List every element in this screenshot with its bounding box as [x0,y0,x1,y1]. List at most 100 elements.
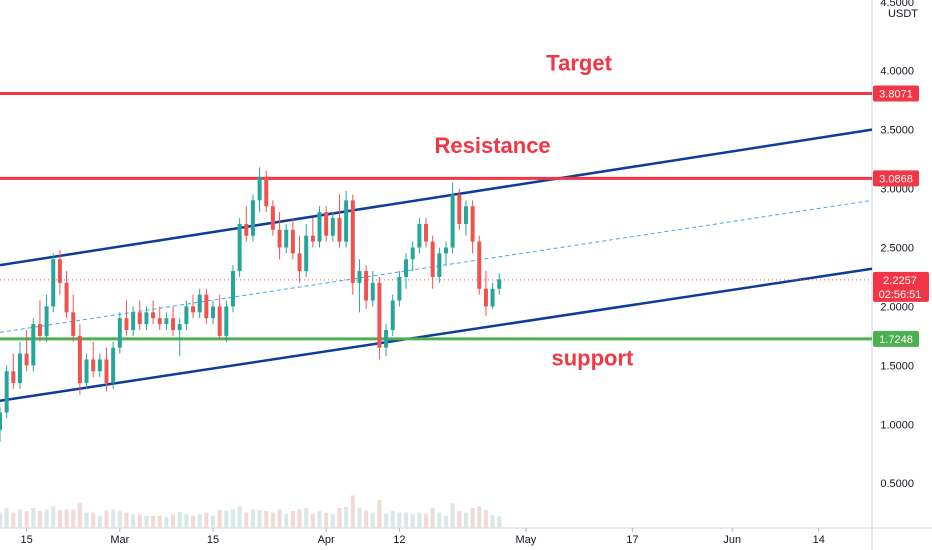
candle-body-41 [270,206,275,230]
volume-bar-68 [450,503,455,528]
volume-bar-11 [71,509,76,528]
y-tick-label: 4.0000 [880,66,914,78]
volume-bar-29 [191,515,196,528]
y-tick-label: 1.5000 [880,360,914,372]
volume-bar-52 [344,507,349,528]
price-axis: USDT 0.5000 1.0000 1.5000 2.0000 2.5000 3.000… [880,0,918,490]
candle-body-29 [191,306,196,313]
volume-bar-12 [77,503,82,528]
volume-bar-57 [377,500,382,528]
candle-body-53 [350,200,355,283]
volume-bar-54 [357,507,362,528]
volume-bar-63 [417,512,422,528]
candle-body-1 [4,371,9,413]
volume-bar-19 [124,512,129,528]
volume-bar-35 [230,509,235,528]
volume-bar-9 [57,510,62,528]
candle-body-46 [304,235,309,272]
last-price-label: 2.2257 [883,275,917,287]
candle-body-8 [51,259,56,307]
volume-bar-28 [184,514,189,528]
volume-bar-74 [490,515,495,528]
channel-lower-line [0,267,873,402]
price-badges: 3.8071 3.0868 1.7248 2.2257 02:56:51 [873,85,929,347]
candle-body-68 [450,194,455,248]
candle-body-18 [117,318,122,348]
candle-body-5 [31,324,36,366]
volume-bar-60 [397,512,402,528]
volume-bar-13 [84,512,89,528]
time-axis: 15 Mar 15 Apr 12 May 17 Jun 14 [21,528,825,546]
volume-bar-47 [310,514,315,528]
candle-body-57 [377,282,382,348]
candle-body-34 [224,306,229,336]
candle-body-4 [24,353,29,366]
candle-body-22 [144,312,149,325]
volume-bar-44 [290,511,295,528]
levels-layer [0,91,872,341]
volume-bar-0 [0,512,2,528]
volume-bar-23 [151,515,156,528]
y-tick-label: 2.5000 [880,243,914,255]
volume-bar-65 [430,507,435,528]
candle-body-51 [337,218,342,242]
x-tick-label: Jun [723,534,741,546]
channel-layer [0,128,873,402]
level-badge-label: 3.8071 [879,88,913,100]
volume-bar-67 [443,515,448,528]
y-tick-label: 3.5000 [880,125,914,137]
level-badge-label: 1.7248 [879,334,913,346]
volume-bar-2 [11,512,16,528]
x-tick-label: Mar [110,534,129,546]
candle-body-63 [417,223,422,248]
candle-body-65 [430,241,435,277]
candle-body-12 [77,335,82,384]
volume-layer [0,495,502,528]
volume-bar-42 [277,509,282,528]
candle-body-42 [277,229,282,248]
volume-bar-45 [297,509,302,528]
volume-bar-55 [364,510,369,528]
volume-bar-38 [250,509,255,528]
candle-body-55 [364,271,369,301]
candle-body-74 [490,288,495,307]
candle-body-45 [297,253,302,272]
candle-body-26 [171,318,176,330]
volume-bar-22 [144,515,149,528]
volume-bar-36 [237,506,242,528]
volume-bar-72 [477,506,482,528]
volume-bar-50 [330,514,335,528]
currency-label: USDT [888,8,918,20]
candle-body-56 [370,282,375,301]
candle-body-54 [357,271,362,283]
annotation-target: Target [546,51,612,76]
volume-bar-75 [497,516,502,528]
volume-bar-46 [304,507,309,528]
volume-bar-43 [284,514,289,528]
volume-bar-69 [457,511,462,528]
candle-body-21 [137,312,142,325]
volume-bar-18 [117,511,122,528]
volume-bar-10 [64,509,69,528]
candle-body-30 [197,294,202,313]
volume-bar-33 [217,510,222,528]
candle-body-66 [437,253,442,277]
y-tick-label: 1.0000 [880,419,914,431]
candle-body-60 [397,276,402,301]
x-tick-label: Apr [318,534,335,546]
candle-body-70 [463,206,468,224]
y-tick-label: 4.5000 [880,0,914,9]
candle-body-15 [97,359,102,372]
x-tick-label: 17 [626,534,638,546]
candle-body-23 [151,312,156,319]
candle-body-52 [344,200,349,242]
volume-bar-21 [137,514,142,528]
candle-layer [0,167,502,442]
candle-body-64 [424,223,429,242]
candle-body-6 [37,324,42,336]
candle-body-10 [64,282,69,313]
level-badge-0 [873,85,919,102]
volume-bar-34 [224,511,229,528]
